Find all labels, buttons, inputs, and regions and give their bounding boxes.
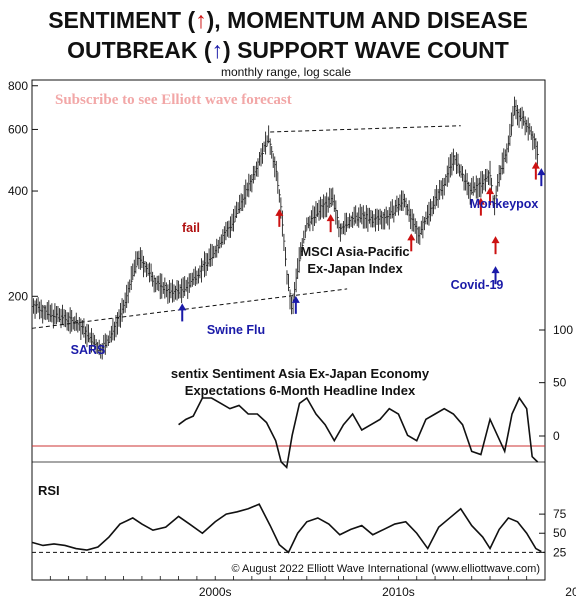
x-tick-label: 2000s bbox=[199, 585, 232, 599]
event-arrow-red-head bbox=[407, 233, 416, 241]
panel3-label: RSI bbox=[38, 483, 60, 498]
event-arrow-red-head bbox=[275, 208, 284, 216]
title-line1-b: ), MOMENTUM AND DISEASE bbox=[207, 7, 528, 33]
event-label-fail: fail bbox=[182, 221, 200, 235]
rsi-series-line bbox=[31, 503, 542, 554]
rsi-tick-label: 75 bbox=[553, 507, 567, 521]
event-arrow-red-head bbox=[491, 236, 500, 244]
price-tick-label: 200 bbox=[8, 289, 28, 303]
rsi-tick-label: 50 bbox=[553, 526, 567, 540]
event-arrow-blue-head bbox=[178, 303, 187, 311]
event-label-sars: SARS bbox=[71, 343, 106, 357]
event-arrow-blue-head bbox=[537, 168, 546, 176]
event-arrow-blue-head bbox=[491, 266, 500, 274]
sentiment-tick-label: 0 bbox=[553, 429, 560, 443]
price-tick-label: 800 bbox=[8, 79, 28, 93]
panel1-label-line1: MSCI Asia-Pacific bbox=[300, 244, 409, 259]
panel2-label-line1: sentix Sentiment Asia Ex-Japan Economy bbox=[171, 366, 430, 381]
title-line2-a: OUTBREAK ( bbox=[67, 37, 212, 63]
watermark: Subscribe to see Elliott wave forecast bbox=[55, 92, 292, 108]
event-arrow-blue-head bbox=[291, 295, 300, 303]
title-red-arrow-icon: ↑ bbox=[195, 7, 207, 33]
rsi-layer bbox=[31, 503, 542, 554]
title-line1: SENTIMENT (↑), MOMENTUM AND DISEASE bbox=[48, 7, 528, 33]
panel1-label-line2: Ex-Japan Index bbox=[307, 261, 403, 276]
axis-layer: 200 400 600 800 0 50 100 25 50 75 2000s 2010s 2020s bbox=[8, 79, 576, 599]
price-tick-label: 400 bbox=[8, 184, 28, 198]
upper-trendline bbox=[270, 125, 461, 133]
price-layer bbox=[31, 96, 539, 360]
sentiment-tick-label: 50 bbox=[553, 376, 567, 390]
x-tick-label: 2020s bbox=[565, 585, 576, 599]
event-arrow-red-head bbox=[326, 214, 335, 222]
sentiment-layer bbox=[178, 396, 539, 469]
title-blue-arrow-icon: ↑ bbox=[212, 37, 224, 63]
title-line2-b: ) SUPPORT WAVE COUNT bbox=[223, 37, 509, 63]
event-layer bbox=[178, 161, 546, 322]
event-arrow-red-head bbox=[476, 197, 485, 205]
lower-trendline bbox=[31, 288, 348, 329]
event-label-monkeypox: Monkeypox bbox=[470, 197, 539, 211]
price-tick-label: 600 bbox=[8, 122, 28, 136]
sentiment-series-line bbox=[178, 396, 539, 469]
event-label-swine-flu: Swine Flu bbox=[207, 323, 265, 337]
sentiment-tick-label: 100 bbox=[553, 323, 573, 337]
event-label-covid-19: Covid-19 bbox=[451, 278, 504, 292]
title-line1-a: SENTIMENT ( bbox=[48, 7, 195, 33]
subtitle: monthly range, log scale bbox=[221, 65, 351, 79]
x-tick-label: 2010s bbox=[382, 585, 415, 599]
rsi-tick-label: 25 bbox=[553, 545, 567, 559]
event-arrow-red-head bbox=[486, 187, 495, 195]
copyright: © August 2022 Elliott Wave International… bbox=[231, 563, 540, 575]
title-line2: OUTBREAK (↑) SUPPORT WAVE COUNT bbox=[67, 37, 509, 63]
panel2-label-line2: Expectations 6-Month Headline Index bbox=[185, 383, 416, 398]
plot-frame bbox=[31, 79, 546, 581]
event-arrow-red-head bbox=[531, 161, 540, 169]
